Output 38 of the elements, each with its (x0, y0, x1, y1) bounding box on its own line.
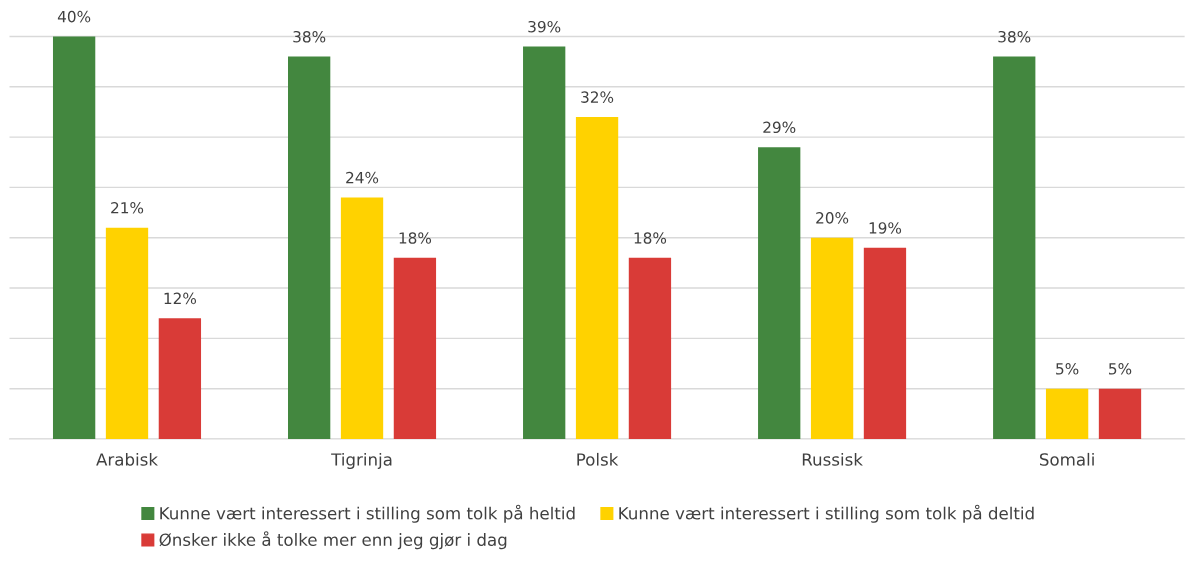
x-tick-label: Tigrinja (331, 452, 392, 470)
data-label: 18% (634, 232, 667, 244)
bar (288, 56, 331, 439)
x-tick-label: Russisk (802, 452, 863, 466)
data-label: 5% (1109, 363, 1132, 375)
x-tick-label: Somali (1039, 452, 1094, 466)
legend-label: Kunne vært interessert i stilling som tolk på deltid (619, 504, 1034, 523)
bar (393, 257, 437, 439)
data-label: 5% (1056, 363, 1079, 375)
bar (523, 46, 566, 439)
data-label: 21% (111, 202, 144, 214)
bar (575, 116, 619, 439)
bar (810, 237, 854, 439)
data-label: 19% (869, 222, 902, 234)
data-label: 38% (293, 30, 326, 43)
bar (1045, 388, 1089, 439)
data-label: 24% (346, 171, 379, 184)
data-label: 18% (399, 232, 432, 244)
x-tick-label: Polsk (577, 452, 619, 466)
legend-label: Kunne vært interessert i stilling som tolk på heltid (160, 504, 575, 523)
bar (52, 36, 96, 439)
data-label: 29% (763, 121, 796, 134)
bar (105, 227, 149, 439)
bar (758, 147, 801, 439)
bar (993, 56, 1036, 439)
data-label: 12% (164, 292, 197, 305)
bar (1098, 388, 1142, 439)
bar (628, 257, 672, 439)
data-label: 39% (528, 20, 561, 33)
data-label: 32% (581, 91, 614, 103)
data-label: 38% (998, 30, 1031, 43)
legend-label: Ønsker ikke å tolke mer enn jeg gjør i dag (159, 531, 507, 550)
bar (340, 197, 384, 439)
data-label: 40% (57, 10, 91, 23)
data-label: 20% (816, 212, 849, 224)
bar (158, 318, 202, 439)
bar (863, 247, 907, 439)
x-tick-label: Arabisk (96, 452, 158, 466)
